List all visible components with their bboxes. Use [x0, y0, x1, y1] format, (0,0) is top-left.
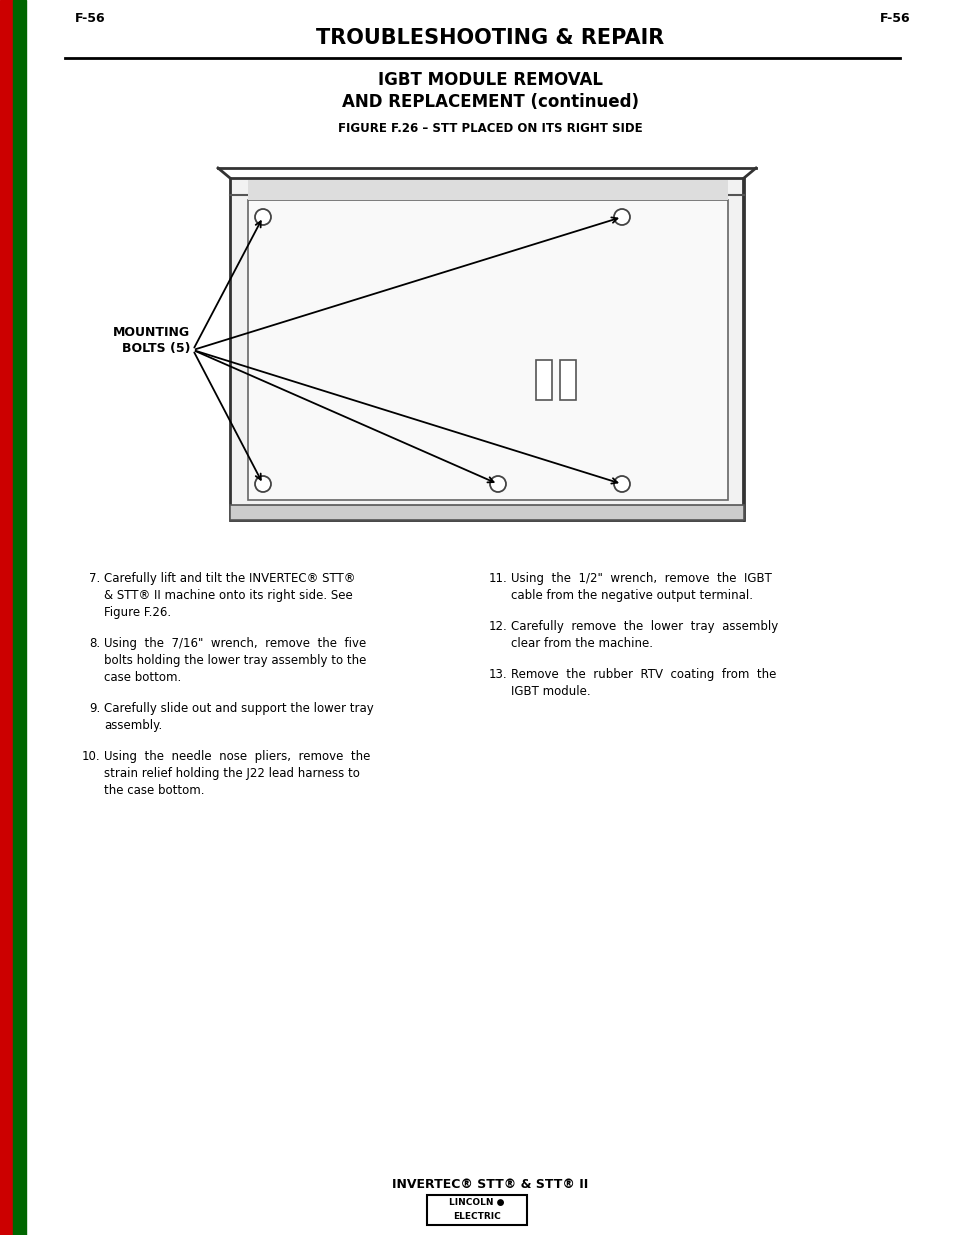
- Text: Using  the  needle  nose  pliers,  remove  the: Using the needle nose pliers, remove the: [104, 750, 370, 763]
- Text: Using  the  7/16"  wrench,  remove  the  five: Using the 7/16" wrench, remove the five: [104, 637, 366, 650]
- Text: Return to Section TOC: Return to Section TOC: [2, 388, 10, 472]
- Bar: [559, 359, 576, 400]
- Text: F-56: F-56: [879, 11, 910, 25]
- Bar: [248, 200, 727, 500]
- Text: Carefully slide out and support the lower tray: Carefully slide out and support the lowe…: [104, 701, 374, 715]
- Text: 13.: 13.: [488, 668, 506, 680]
- Text: FIGURE F.26 – STT PLACED ON ITS RIGHT SIDE: FIGURE F.26 – STT PLACED ON ITS RIGHT SI…: [337, 121, 641, 135]
- Text: 8.: 8.: [89, 637, 100, 650]
- Bar: [536, 359, 552, 400]
- Text: 7.: 7.: [89, 572, 100, 585]
- Text: strain relief holding the J22 lead harness to: strain relief holding the J22 lead harne…: [104, 767, 359, 781]
- Bar: [248, 180, 727, 200]
- Text: Return to Master TOC: Return to Master TOC: [15, 658, 25, 741]
- Circle shape: [490, 475, 505, 492]
- Text: Return to Section TOC: Return to Section TOC: [2, 658, 10, 742]
- Text: assembly.: assembly.: [104, 719, 162, 732]
- Text: cable from the negative output terminal.: cable from the negative output terminal.: [511, 589, 752, 601]
- Text: the case bottom.: the case bottom.: [104, 784, 204, 797]
- Text: 11.: 11.: [488, 572, 506, 585]
- Text: F-56: F-56: [75, 11, 106, 25]
- Bar: [230, 505, 743, 520]
- Text: Carefully  remove  the  lower  tray  assembly: Carefully remove the lower tray assembly: [511, 620, 778, 634]
- Text: BOLTS (5): BOLTS (5): [121, 342, 190, 354]
- Text: Carefully lift and tilt the INVERTEC® STT®: Carefully lift and tilt the INVERTEC® ST…: [104, 572, 355, 585]
- Text: Figure F.26.: Figure F.26.: [104, 606, 171, 619]
- Text: IGBT module.: IGBT module.: [511, 685, 590, 698]
- Text: case bottom.: case bottom.: [104, 671, 181, 684]
- Text: IGBT MODULE REMOVAL: IGBT MODULE REMOVAL: [377, 70, 602, 89]
- Text: Return to Section TOC: Return to Section TOC: [2, 112, 10, 198]
- Text: AND REPLACEMENT (continued): AND REPLACEMENT (continued): [341, 93, 638, 111]
- Text: Return to Master TOC: Return to Master TOC: [15, 389, 25, 472]
- Text: LINCOLN ●: LINCOLN ●: [449, 1198, 504, 1208]
- Text: INVERTEC® STT® & STT® II: INVERTEC® STT® & STT® II: [392, 1178, 587, 1192]
- Text: MOUNTING: MOUNTING: [112, 326, 190, 338]
- Text: ELECTRIC: ELECTRIC: [453, 1213, 500, 1221]
- Circle shape: [254, 209, 271, 225]
- Text: TROUBLESHOOTING & REPAIR: TROUBLESHOOTING & REPAIR: [315, 28, 663, 48]
- Circle shape: [254, 475, 271, 492]
- Text: clear from the machine.: clear from the machine.: [511, 637, 652, 650]
- Bar: [13, 0, 26, 1235]
- Text: 9.: 9.: [89, 701, 100, 715]
- Text: Using  the  1/2"  wrench,  remove  the  IGBT: Using the 1/2" wrench, remove the IGBT: [511, 572, 771, 585]
- Circle shape: [614, 475, 629, 492]
- Bar: [214, 165, 744, 520]
- Text: bolts holding the lower tray assembly to the: bolts holding the lower tray assembly to…: [104, 655, 366, 667]
- Bar: [0, 0, 13, 1235]
- Text: 12.: 12.: [488, 620, 506, 634]
- Text: & STT® II machine onto its right side. See: & STT® II machine onto its right side. S…: [104, 589, 353, 601]
- Text: 10.: 10.: [81, 750, 100, 763]
- Text: Remove  the  rubber  RTV  coating  from  the: Remove the rubber RTV coating from the: [511, 668, 776, 680]
- Bar: [230, 178, 742, 520]
- Text: Return to Master TOC: Return to Master TOC: [15, 958, 25, 1041]
- Bar: [427, 1195, 526, 1225]
- Text: Return to Master TOC: Return to Master TOC: [15, 114, 25, 196]
- Text: Return to Section TOC: Return to Section TOC: [2, 957, 10, 1042]
- Circle shape: [614, 209, 629, 225]
